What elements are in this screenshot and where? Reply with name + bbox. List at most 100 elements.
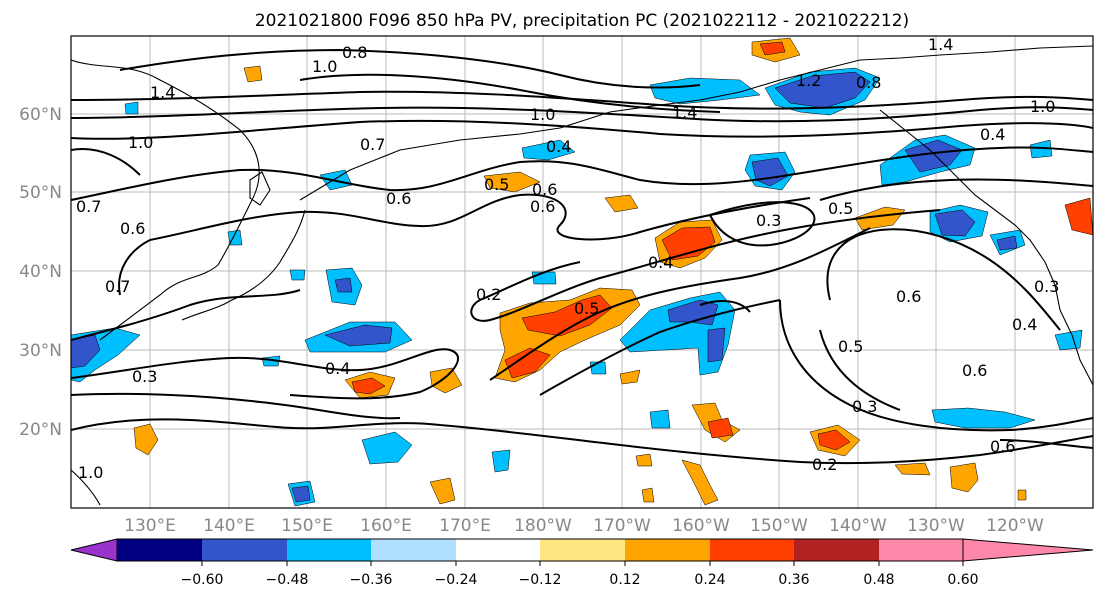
precip-patch-positive	[429, 477, 456, 505]
contour-label: 0.7	[105, 277, 130, 296]
colorbar-segment	[625, 539, 710, 561]
contour-label: 0.5	[574, 299, 599, 318]
contour-label: 0.4	[546, 137, 571, 156]
precip-patch-negative	[649, 77, 761, 105]
map-panel: 0.8 1.0 1.4 1.0 1.4 1.2 0.8 1.4 0.7 0.4 …	[70, 35, 1094, 509]
contour-label: 0.2	[476, 285, 501, 304]
contour-label: 0.6	[896, 287, 921, 306]
colorbar-tick-label: 0.60	[947, 572, 978, 588]
lat-tick-label: 60°N	[19, 105, 62, 125]
precip-patch-strong	[759, 41, 786, 56]
contour-label: 0.4	[980, 125, 1005, 144]
pv-contour	[118, 239, 151, 296]
colorbar-ticks	[201, 561, 964, 566]
contour-label: 1.0	[78, 463, 103, 482]
precip-patch-positive	[243, 65, 263, 83]
pv-contour	[71, 106, 1093, 123]
pv-contour	[71, 90, 1093, 110]
precip-patch-positive	[604, 194, 639, 213]
precip-patch-negative-strong	[934, 209, 976, 237]
contour-label: 0.7	[360, 135, 385, 154]
pv-contour	[71, 148, 141, 176]
pv-contour	[71, 289, 301, 341]
contour-label: 1.2	[796, 71, 821, 90]
precip-patch-positive	[619, 369, 641, 385]
precip-patch-positive	[635, 453, 653, 467]
contour-label: 0.2	[812, 455, 837, 474]
colorbar-tick-label: 0.24	[694, 572, 725, 588]
contour-label: 0.4	[1012, 315, 1037, 334]
coastline-philippines	[71, 469, 101, 506]
precip-patch-positive	[1017, 489, 1027, 501]
figure-title: 2021021800 F096 850 hPa PV, precipitatio…	[255, 11, 909, 31]
contour-label: 0.3	[756, 211, 781, 230]
pv-contour	[119, 48, 701, 89]
contour-label: 0.4	[648, 253, 673, 272]
precip-patch-negative	[491, 449, 511, 473]
lon-tick-label: 140°W	[829, 516, 887, 536]
colorbar: −0.60 −0.48 −0.36 −0.24 −0.12 0.12 0.24 …	[70, 538, 1094, 588]
precip-patch-strong	[1064, 197, 1093, 236]
lat-tick-label: 20°N	[19, 420, 62, 440]
pv-contour	[299, 73, 721, 113]
colorbar-segment	[456, 539, 540, 561]
colorbar-tick-label: 0.12	[609, 572, 640, 588]
precip-patch-strong	[351, 377, 386, 395]
colorbar-segment	[202, 539, 287, 561]
precip-patch-positive	[894, 462, 931, 476]
precip-patch-negative	[361, 431, 413, 465]
pv-contour	[71, 119, 1093, 140]
colorbar-segment	[287, 539, 371, 561]
coastline-north-america	[879, 109, 1093, 386]
colorbar-extend-low	[70, 538, 118, 562]
contour-label: 0.5	[828, 199, 853, 218]
precip-patch-positive	[949, 462, 979, 493]
precip-patch-positive	[429, 367, 463, 394]
pv-contour	[71, 348, 459, 400]
coastline-japan	[181, 209, 306, 321]
pv-contour	[826, 228, 1061, 331]
pv-contour	[71, 392, 401, 420]
precip-patch-positive	[641, 487, 655, 503]
precip-patches	[71, 37, 1093, 507]
lon-tick-label: 130°W	[907, 516, 965, 536]
colorbar-segment	[710, 539, 794, 561]
contour-label: 0.3	[852, 397, 877, 416]
precip-patch-strong	[661, 226, 716, 261]
precip-patch-negative-strong	[707, 327, 726, 363]
contour-label: 0.6	[962, 361, 987, 380]
coastline-hokkaido	[249, 171, 271, 206]
colorbar-segment	[117, 539, 202, 561]
lat-tick-label: 30°N	[19, 341, 62, 361]
contour-label: 1.0	[312, 57, 337, 76]
contour-label: 1.4	[928, 35, 953, 54]
map-background	[71, 36, 1093, 508]
lat-tick-label: 50°N	[19, 183, 62, 203]
precip-patch-negative	[521, 139, 576, 161]
contour-label: 0.6	[530, 197, 555, 216]
precip-patch-strong	[707, 417, 734, 439]
lon-tick-label: 120°W	[986, 516, 1044, 536]
colorbar-tick-label: −0.36	[350, 572, 393, 588]
longitude-axis: 130°E 140°E 150°E 160°E 170°E 180°W 170°…	[124, 516, 1044, 536]
lat-tick-label: 40°N	[19, 262, 62, 282]
precip-patch-negative-strong	[334, 277, 353, 293]
colorbar-segment	[371, 539, 456, 561]
contour-label: 0.7	[76, 197, 101, 216]
contour-label: 0.8	[856, 73, 881, 92]
precip-patch-positive	[854, 206, 906, 231]
contour-label: 0.6	[386, 189, 411, 208]
precip-patch-positive	[681, 459, 719, 506]
colorbar-extend-high	[962, 538, 1094, 562]
contour-label: 0.8	[342, 43, 367, 62]
precip-patch-negative	[931, 407, 1036, 429]
pv-contour	[779, 299, 1093, 432]
contour-label: 1.4	[672, 103, 697, 122]
precip-patch-positive	[133, 423, 159, 456]
lon-tick-label: 180°W	[514, 516, 572, 536]
precip-patch-negative	[649, 409, 671, 429]
contour-label: 0.5	[838, 337, 863, 356]
precip-patch-positive	[483, 171, 541, 193]
lon-tick-label: 170°E	[439, 516, 491, 536]
